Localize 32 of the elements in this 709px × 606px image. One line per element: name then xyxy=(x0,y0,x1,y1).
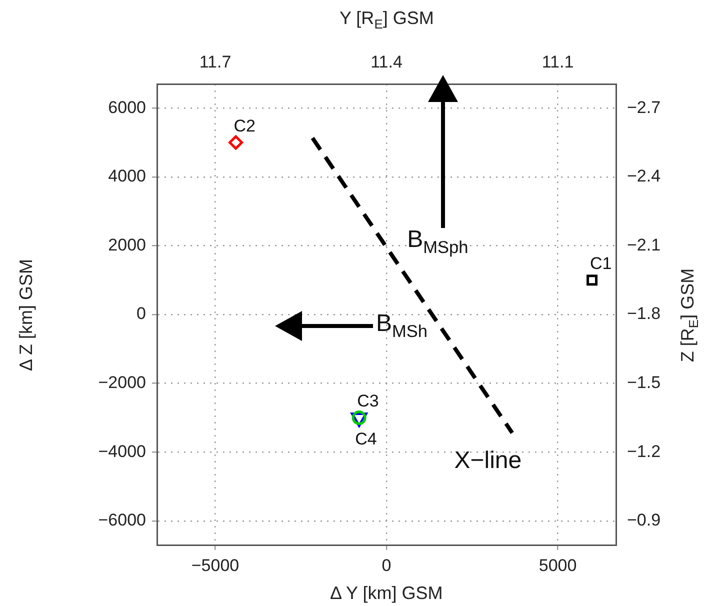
y-axis-title: Δ Z [km] GSM xyxy=(16,258,36,371)
x-tick-label: 0 xyxy=(382,556,392,575)
y2-tick-label: −0.9 xyxy=(627,510,661,530)
y2-tick-label: −1.8 xyxy=(627,304,661,324)
x-axis-title: Δ Y [km] GSM xyxy=(330,583,443,603)
y-tick-label: 0 xyxy=(136,304,146,324)
y-tick-label: −6000 xyxy=(98,510,146,530)
point xyxy=(586,274,598,286)
y-tick-label: 6000 xyxy=(108,98,146,117)
point xyxy=(228,135,244,150)
x-tick-label: −5000 xyxy=(191,556,240,575)
y2-tick-label: −2.7 xyxy=(627,98,661,117)
y2-tick-label: −2.1 xyxy=(627,235,661,254)
series-label: C1 xyxy=(590,254,612,274)
x2-tick-label: 11.4 xyxy=(370,52,402,72)
series-label: X−line xyxy=(454,446,522,474)
y-tick-label: 2000 xyxy=(108,235,146,254)
x-tick-label: 5000 xyxy=(538,556,577,575)
y-tick-label: 4000 xyxy=(108,166,146,186)
x2-tick-label: 11.7 xyxy=(199,52,232,72)
annotation: B$_{MSh}$ xyxy=(376,310,428,342)
x2-tick-label: 11.1 xyxy=(542,52,574,72)
series-label: C4 xyxy=(355,430,377,449)
y2-tick-label: −1.2 xyxy=(627,442,661,461)
y-tick-label: −2000 xyxy=(98,372,146,392)
y-tick-label: −4000 xyxy=(98,442,146,461)
x2-axis-title: Y [R$_{E}$] GSM xyxy=(340,8,434,32)
series-label: C3 xyxy=(357,392,379,411)
y2-tick-label: −1.5 xyxy=(627,372,661,392)
annotation: B$_{MSph}$ xyxy=(407,226,468,257)
series-label: C2 xyxy=(234,116,256,136)
y2-tick-label: −2.4 xyxy=(627,166,661,186)
